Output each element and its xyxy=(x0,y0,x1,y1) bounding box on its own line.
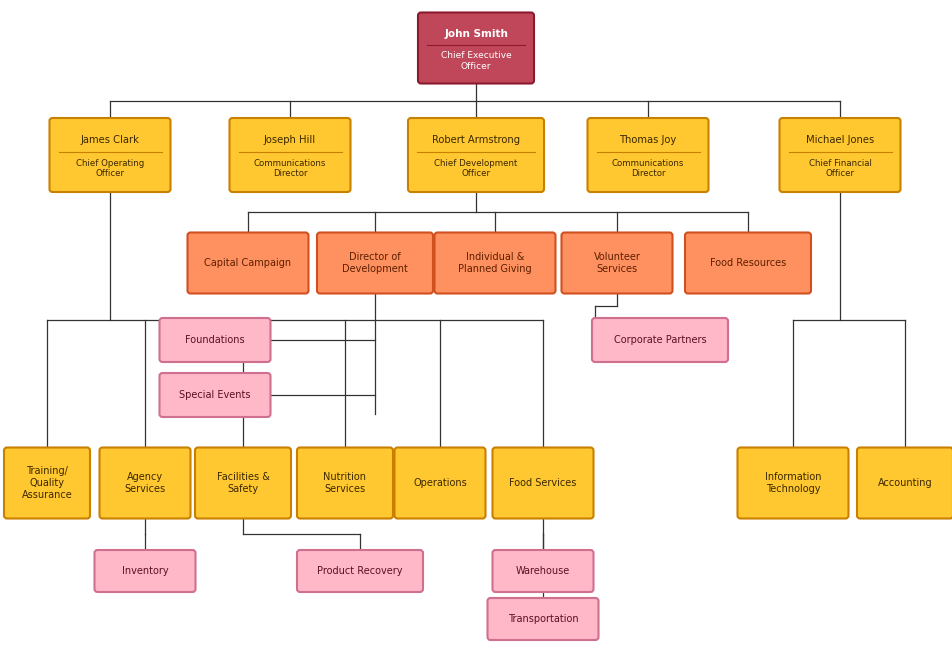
FancyBboxPatch shape xyxy=(317,232,433,293)
Text: Director of
Development: Director of Development xyxy=(342,252,408,274)
FancyBboxPatch shape xyxy=(50,118,170,192)
Text: Chief Development
Officer: Chief Development Officer xyxy=(434,159,518,178)
FancyBboxPatch shape xyxy=(394,447,486,518)
FancyBboxPatch shape xyxy=(100,447,190,518)
Text: James Clark: James Clark xyxy=(81,135,139,145)
FancyBboxPatch shape xyxy=(487,598,599,640)
Text: Corporate Partners: Corporate Partners xyxy=(614,335,706,345)
FancyBboxPatch shape xyxy=(562,232,672,293)
Text: Communications
Director: Communications Director xyxy=(612,159,684,178)
Text: Michael Jones: Michael Jones xyxy=(806,135,874,145)
Text: Agency
Services: Agency Services xyxy=(125,472,166,494)
FancyBboxPatch shape xyxy=(229,118,350,192)
Text: Accounting: Accounting xyxy=(878,478,932,488)
FancyBboxPatch shape xyxy=(587,118,708,192)
FancyBboxPatch shape xyxy=(685,232,811,293)
Text: Chief Operating
Officer: Chief Operating Officer xyxy=(76,159,144,178)
Text: Capital Campaign: Capital Campaign xyxy=(205,258,291,268)
Text: John Smith: John Smith xyxy=(444,29,508,39)
FancyBboxPatch shape xyxy=(4,447,90,518)
FancyBboxPatch shape xyxy=(160,318,270,362)
FancyBboxPatch shape xyxy=(297,550,423,592)
Text: Joseph Hill: Joseph Hill xyxy=(264,135,316,145)
Text: Individual &
Planned Giving: Individual & Planned Giving xyxy=(458,252,532,274)
FancyBboxPatch shape xyxy=(297,447,393,518)
Text: Operations: Operations xyxy=(413,478,466,488)
FancyBboxPatch shape xyxy=(160,373,270,417)
FancyBboxPatch shape xyxy=(418,12,534,84)
Text: Transportation: Transportation xyxy=(507,614,578,624)
Text: Volunteer
Services: Volunteer Services xyxy=(593,252,641,274)
FancyBboxPatch shape xyxy=(592,318,728,362)
FancyBboxPatch shape xyxy=(434,232,556,293)
FancyBboxPatch shape xyxy=(780,118,901,192)
Text: Inventory: Inventory xyxy=(122,566,169,576)
Text: Special Events: Special Events xyxy=(179,390,250,400)
Text: Chief Executive
Officer: Chief Executive Officer xyxy=(441,52,511,71)
Text: Robert Armstrong: Robert Armstrong xyxy=(432,135,520,145)
Text: Product Recovery: Product Recovery xyxy=(317,566,403,576)
Text: Thomas Joy: Thomas Joy xyxy=(620,135,677,145)
FancyBboxPatch shape xyxy=(492,447,593,518)
FancyBboxPatch shape xyxy=(408,118,544,192)
Text: Communications
Director: Communications Director xyxy=(254,159,327,178)
FancyBboxPatch shape xyxy=(94,550,195,592)
FancyBboxPatch shape xyxy=(195,447,291,518)
Text: Nutrition
Services: Nutrition Services xyxy=(324,472,367,494)
Text: Food Resources: Food Resources xyxy=(710,258,786,268)
Text: Facilities &
Safety: Facilities & Safety xyxy=(216,472,269,494)
FancyBboxPatch shape xyxy=(738,447,848,518)
Text: Chief Financial
Officer: Chief Financial Officer xyxy=(808,159,871,178)
FancyBboxPatch shape xyxy=(188,232,308,293)
FancyBboxPatch shape xyxy=(857,447,952,518)
Text: Information
Technology: Information Technology xyxy=(764,472,822,494)
Text: Training/
Quality
Assurance: Training/ Quality Assurance xyxy=(22,466,72,500)
Text: Warehouse: Warehouse xyxy=(516,566,570,576)
FancyBboxPatch shape xyxy=(492,550,593,592)
Text: Food Services: Food Services xyxy=(509,478,577,488)
Text: Foundations: Foundations xyxy=(186,335,245,345)
